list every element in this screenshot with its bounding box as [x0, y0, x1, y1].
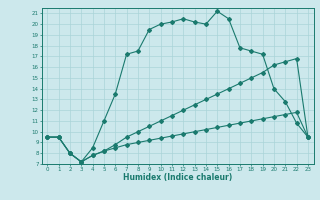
X-axis label: Humidex (Indice chaleur): Humidex (Indice chaleur) — [123, 173, 232, 182]
